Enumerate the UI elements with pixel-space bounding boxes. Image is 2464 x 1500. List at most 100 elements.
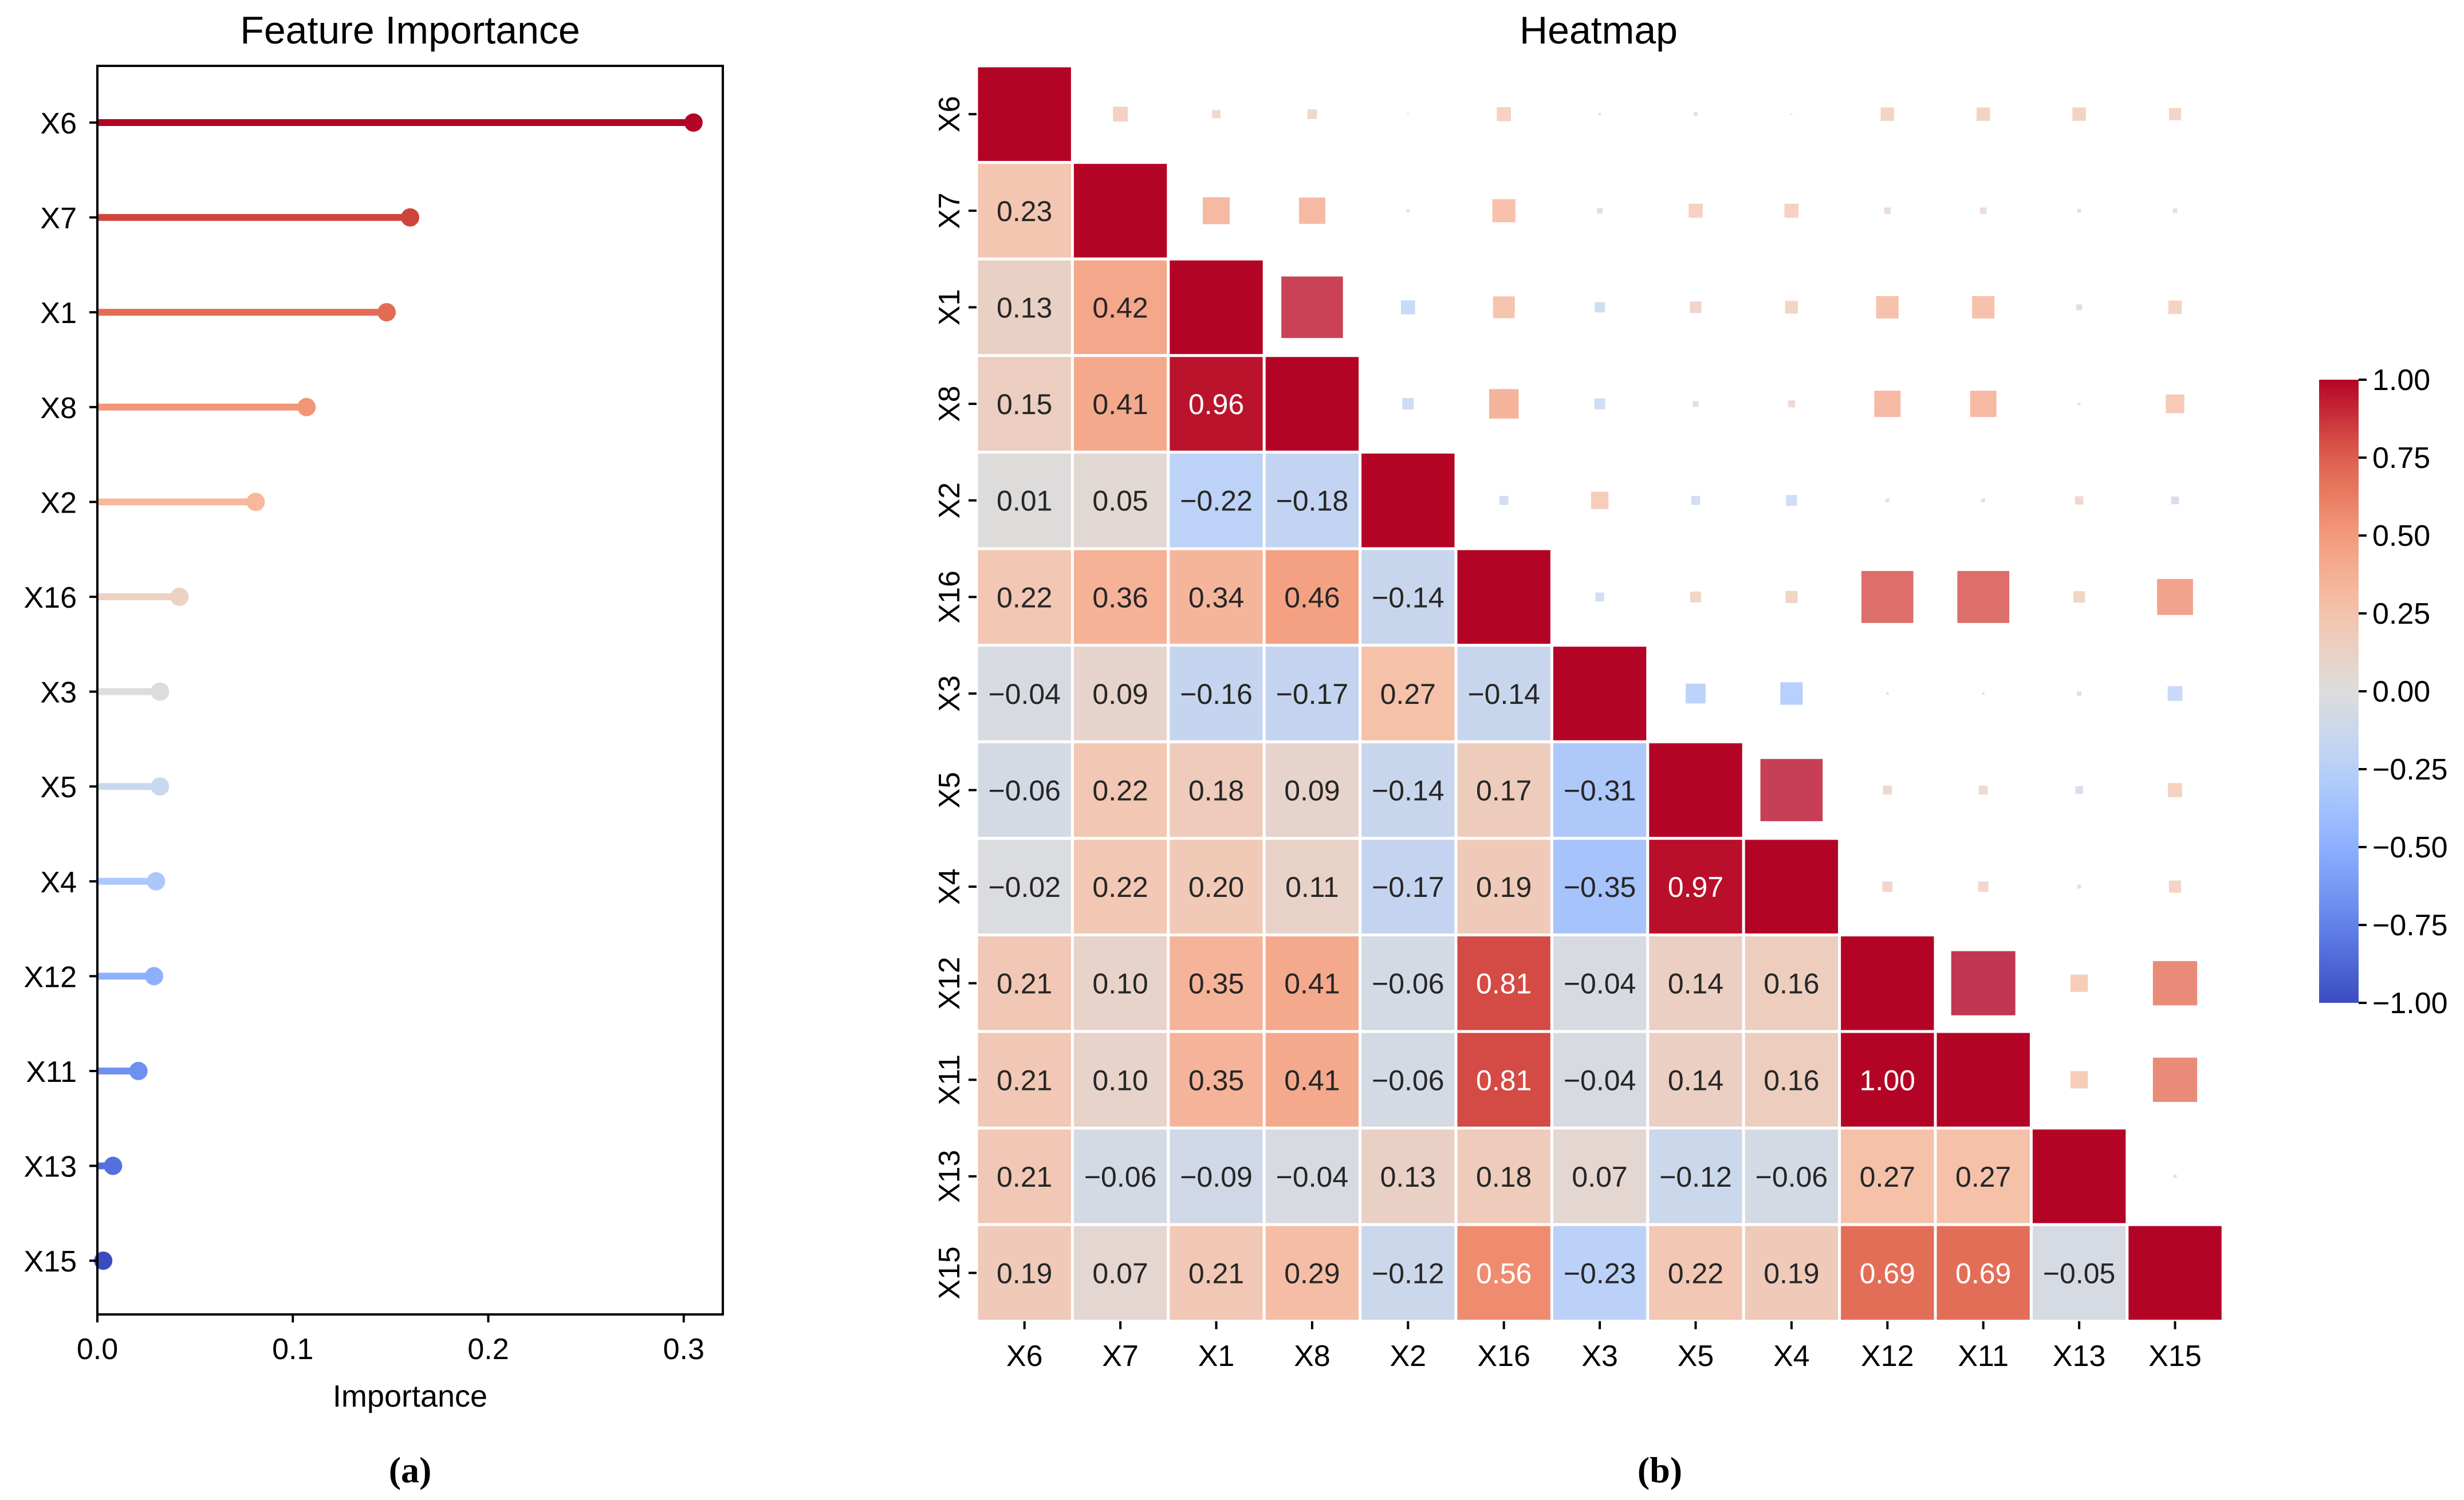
heatmap-value: 0.14 xyxy=(1668,968,1723,1000)
heatmap-cell xyxy=(1070,161,1170,261)
heatmap-cell xyxy=(1550,1223,1650,1323)
heatmap-square xyxy=(2077,691,2082,696)
heatmap-value: −0.05 xyxy=(2043,1258,2116,1290)
lollipop-point-x1 xyxy=(377,303,396,322)
heatmap-y-label-x11: X11 xyxy=(933,1054,966,1105)
heatmap-value: −0.35 xyxy=(1564,871,1636,903)
heatmap-value: 0.16 xyxy=(1764,1064,1819,1096)
colorbar-tick-label: 0.75 xyxy=(2372,442,2430,475)
heatmap-value: 0.01 xyxy=(997,485,1052,517)
y-tick-label-x5: X5 xyxy=(40,771,77,804)
y-tick-label-x3: X3 xyxy=(40,676,77,710)
heatmap-cell xyxy=(1454,644,1553,743)
heatmap-value: 0.41 xyxy=(1092,388,1148,420)
heatmap-square xyxy=(1957,570,2010,623)
heatmap-square xyxy=(1880,107,1895,121)
heatmap-x-label-x12: X12 xyxy=(1861,1340,1914,1373)
heatmap-square xyxy=(1493,296,1515,318)
heatmap-square xyxy=(2070,1071,2088,1089)
heatmap-square xyxy=(2152,961,2198,1006)
heatmap-square xyxy=(1690,301,1702,313)
heatmap-x-label-x16: X16 xyxy=(1477,1340,1530,1373)
heatmap-value: −0.16 xyxy=(1180,678,1253,710)
lollipop-point-x3 xyxy=(151,682,170,701)
heatmap-value: 0.36 xyxy=(1092,581,1148,613)
heatmap-x-label-x1: X1 xyxy=(1198,1340,1235,1373)
heatmap-value: −0.09 xyxy=(1180,1161,1253,1193)
heatmap-value: 0.07 xyxy=(1572,1161,1627,1193)
lollipop-point-x7 xyxy=(401,208,419,227)
heatmap-value: 0.19 xyxy=(1476,871,1532,903)
lollipop-point-x6 xyxy=(684,113,703,132)
heatmap-value: −0.04 xyxy=(988,678,1061,710)
heatmap-cell xyxy=(1359,450,1458,550)
heatmap-cell xyxy=(975,450,1074,550)
heatmap-value: −0.04 xyxy=(1564,1064,1636,1096)
heatmap-value: 0.96 xyxy=(1188,388,1244,420)
heatmap-y-label-x2: X2 xyxy=(933,482,966,519)
heatmap-value: 0.05 xyxy=(1092,485,1148,517)
heatmap-square xyxy=(1407,113,1409,115)
heatmap-square xyxy=(2157,578,2193,615)
heatmap-value: −0.17 xyxy=(1372,871,1444,903)
heatmap-square xyxy=(1595,302,1605,313)
heatmap-cell xyxy=(1167,257,1266,357)
heatmap-value: 0.10 xyxy=(1092,1064,1148,1096)
heatmap-square xyxy=(1598,113,1601,116)
heatmap-y-label-x6: X6 xyxy=(933,96,966,132)
heatmap-value: 0.34 xyxy=(1188,581,1244,613)
heatmap-value: 0.17 xyxy=(1476,775,1532,807)
heatmap-value: 0.09 xyxy=(1092,678,1148,710)
heatmap-value: 0.97 xyxy=(1668,871,1723,903)
heatmap-value: −0.04 xyxy=(1276,1161,1349,1193)
heatmap-square xyxy=(2168,783,2182,797)
heatmap-x-label-x11: X11 xyxy=(1958,1340,2009,1373)
heatmap-value: 0.18 xyxy=(1188,775,1244,807)
heatmap-value: 0.09 xyxy=(1284,775,1340,807)
heatmap-value: 0.41 xyxy=(1284,1064,1340,1096)
heatmap-value: −0.14 xyxy=(1467,678,1540,710)
heatmap-square xyxy=(1861,570,1914,623)
heatmap-value: 0.69 xyxy=(1860,1258,1915,1290)
heatmap-square xyxy=(1882,881,1893,892)
heatmap-square xyxy=(2173,1175,2177,1178)
heatmap-square xyxy=(2171,496,2179,505)
heatmap-cell xyxy=(1742,1223,1841,1323)
heatmap-title: Heatmap xyxy=(1520,9,1678,52)
heatmap-square xyxy=(2075,496,2084,505)
heatmap-value: 0.14 xyxy=(1668,1064,1723,1096)
heatmap-cell xyxy=(1646,933,1745,1033)
heatmap-cell xyxy=(1070,1127,1170,1226)
heatmap-square xyxy=(1785,301,1798,314)
y-tick-label-x12: X12 xyxy=(23,960,77,994)
lollipop-point-x16 xyxy=(170,588,189,606)
heatmap-square xyxy=(1691,495,1701,505)
y-tick-label-x6: X6 xyxy=(40,107,77,140)
heatmap-square xyxy=(1594,398,1605,410)
heatmap-cell xyxy=(1070,354,1170,454)
feature-importance-panel: Feature Importance X6 X7 X1 X8 X2 X16 X3 X5 X4 X1… xyxy=(23,9,724,1490)
heatmap-value: 0.46 xyxy=(1284,581,1340,613)
heatmap-square xyxy=(1876,296,1899,319)
heatmap-x-label-x7: X7 xyxy=(1102,1340,1139,1373)
heatmap-square xyxy=(1690,591,1702,603)
heatmap-square xyxy=(2168,108,2182,120)
heatmap-value: −0.02 xyxy=(988,871,1061,903)
colorbar-tick-label: 0.25 xyxy=(2372,597,2430,631)
heatmap-value: 0.18 xyxy=(1476,1161,1532,1193)
heatmap-square xyxy=(1489,389,1519,419)
heatmap-value: 0.56 xyxy=(1476,1258,1532,1290)
heatmap-value: 0.16 xyxy=(1764,968,1819,1000)
heatmap-value: −0.06 xyxy=(1372,1064,1444,1096)
heatmap-cell xyxy=(1167,644,1266,743)
heatmap-value: −0.14 xyxy=(1372,581,1444,613)
heatmap-square xyxy=(1686,683,1706,704)
heatmap-cell xyxy=(1262,837,1362,936)
heatmap-square xyxy=(1692,401,1699,407)
lollipop-point-x8 xyxy=(297,397,316,416)
heatmap-cell xyxy=(975,64,1074,164)
y-tick-label-x13: X13 xyxy=(23,1151,77,1184)
heatmap-square xyxy=(1402,398,1414,410)
heatmap-cell xyxy=(1934,1030,2033,1130)
